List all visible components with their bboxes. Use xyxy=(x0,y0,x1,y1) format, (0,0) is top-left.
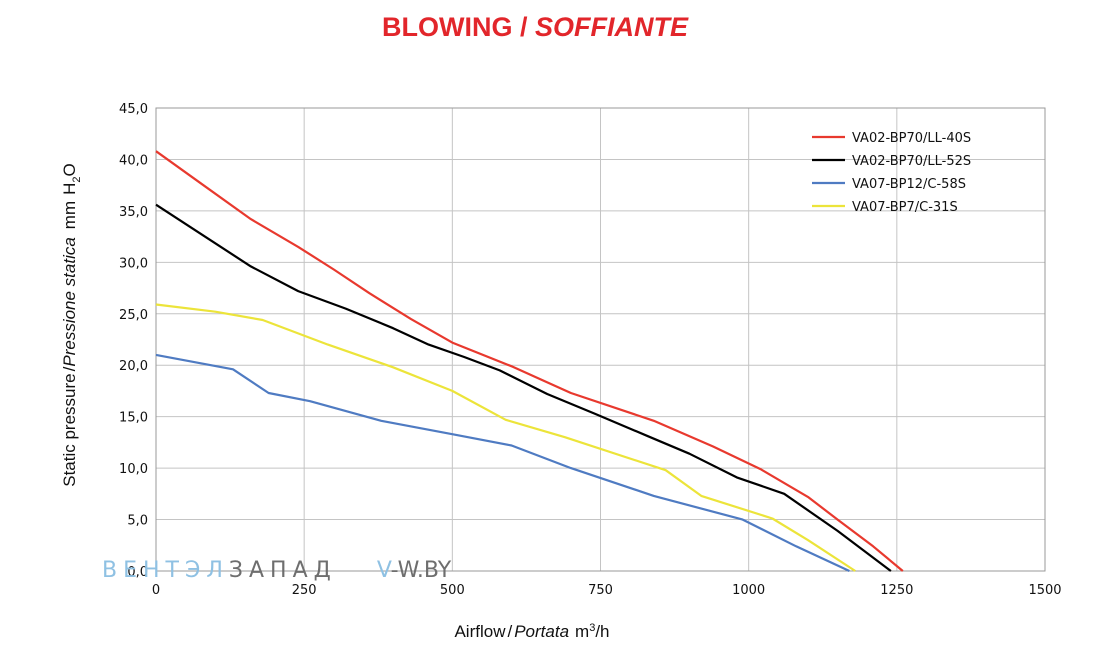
y-tick-label: 5,0 xyxy=(127,514,148,529)
watermark: ВЕНТЭЛЗАПАД V-W.BY xyxy=(102,558,452,583)
legend: VA02-BP70/LL-40S VA02-BP70/LL-52S VA07-BP1… xyxy=(812,131,971,215)
plot-frame xyxy=(155,107,1046,572)
series-line-3 xyxy=(155,353,850,572)
y-tick-label: 15,0 xyxy=(119,411,148,426)
x-axis-label: Airflow / Portata m3/h xyxy=(454,622,609,641)
y-tick-label: 30,0 xyxy=(119,256,148,271)
chart-title: BLOWING / SOFFIANTE xyxy=(0,12,1070,43)
title-italic: SOFFIANTE xyxy=(534,12,688,42)
title-main: BLOWING / xyxy=(382,12,535,42)
y-axis-label: Static pressure/Pressione staticammH2O xyxy=(60,163,83,487)
x-tick-label: 1000 xyxy=(732,583,765,598)
series-line-2 xyxy=(155,203,892,572)
y-tick-label: 20,0 xyxy=(119,359,148,374)
x-tick-label: 750 xyxy=(588,583,613,598)
x-tick-label: 1500 xyxy=(1028,583,1061,598)
x-tick-label: 0 xyxy=(152,583,160,598)
watermark-part-2: ЗАПАД xyxy=(229,558,337,583)
legend-label-1: VA02-BP70/LL-40S xyxy=(852,131,971,146)
y-tick-label: 35,0 xyxy=(119,205,148,220)
legend-label-3: VA07-BP12/C-58S xyxy=(852,177,966,192)
x-tick-labels: 0 250 500 750 1000 1250 1500 xyxy=(152,583,1062,598)
watermark-part-3: V xyxy=(377,558,392,583)
legend-label-2: VA02-BP70/LL-52S xyxy=(852,154,971,169)
x-tick-label: 500 xyxy=(440,583,465,598)
y-tick-label: 40,0 xyxy=(119,153,148,168)
y-tick-label: 0,0 xyxy=(127,565,148,580)
legend-label-4: VA07-BP7/C-31S xyxy=(852,200,958,215)
series-lines xyxy=(155,150,904,572)
series-line-1 xyxy=(155,150,904,572)
y-tick-label: 45,0 xyxy=(119,102,148,117)
x-tick-label: 1250 xyxy=(880,583,913,598)
watermark-part-1: ВЕНТЭЛ xyxy=(102,558,229,583)
y-tick-label: 10,0 xyxy=(119,462,148,477)
y-tick-label: 25,0 xyxy=(119,308,148,323)
x-tick-label: 250 xyxy=(292,583,317,598)
y-tick-labels: 0,0 5,0 10,0 15,0 20,0 25,0 30,0 35,0 40,0 45,0 xyxy=(119,102,148,580)
watermark-part-4: -W.BY xyxy=(391,558,452,583)
series-line-4 xyxy=(155,303,856,572)
